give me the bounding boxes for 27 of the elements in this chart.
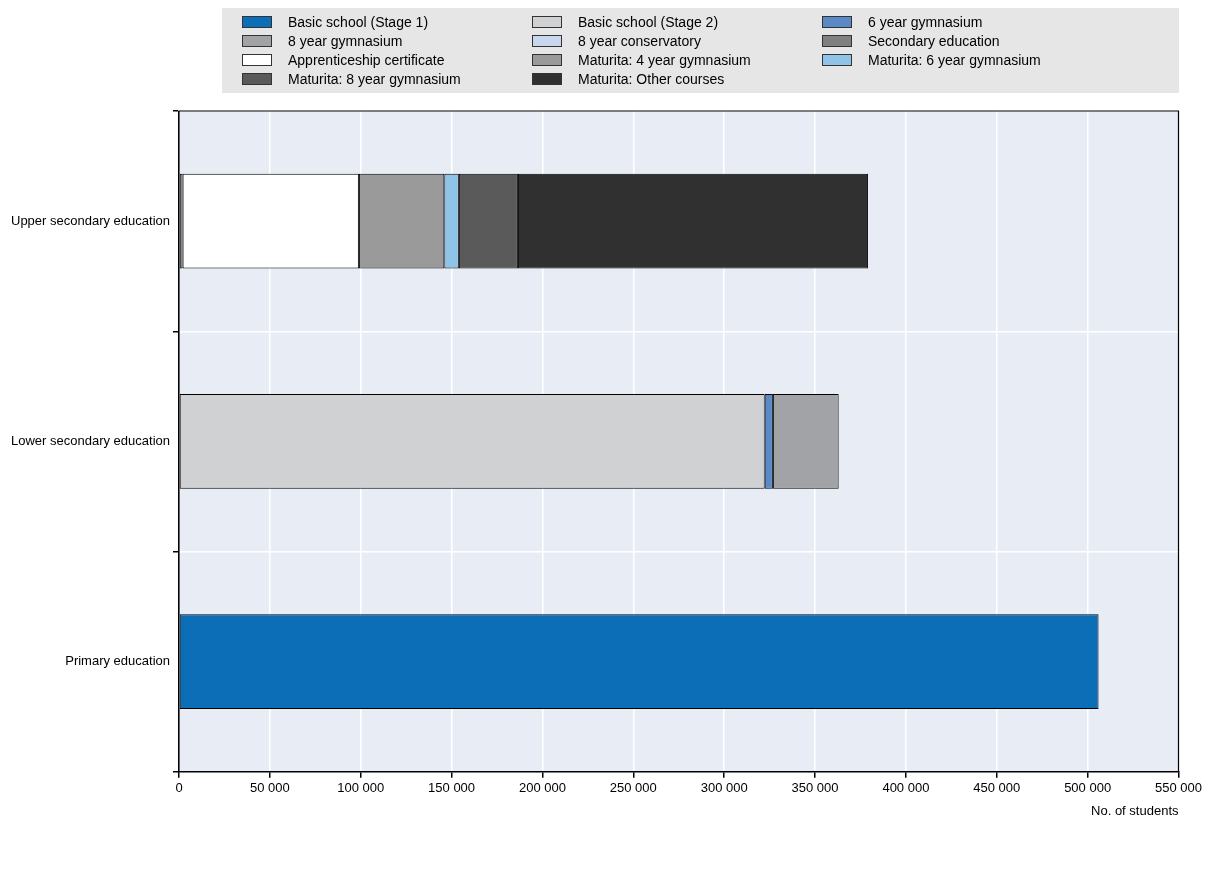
legend-label: 8 year gymnasium: [288, 33, 403, 49]
x-tick-label: 250 000: [609, 780, 657, 796]
legend-label: Secondary education: [868, 33, 1000, 49]
x-tick-label: 200 000: [518, 780, 566, 796]
x-tick-label: 0: [175, 780, 183, 796]
y-tick-label: Upper secondary education: [10, 212, 170, 228]
legend-label: Maturita: Other courses: [578, 71, 725, 87]
x-tick-label: 350 000: [791, 780, 839, 796]
x-tick-label: 100 000: [337, 780, 385, 796]
legend-label: 8 year conservatory: [578, 33, 701, 49]
legend-label: Basic school (Stage 2): [578, 14, 719, 30]
legend-label: Maturita: 6 year gymnasium: [868, 52, 1041, 68]
x-tick-label: 500 000: [1064, 780, 1112, 796]
legend-label: Basic school (Stage 1): [288, 14, 429, 30]
legend-label: Maturita: 4 year gymnasium: [578, 52, 751, 68]
x-tick-label: 150 000: [428, 780, 476, 796]
legend-label: Apprenticeship certificate: [288, 52, 445, 68]
y-tick-label: Lower secondary education: [10, 432, 170, 448]
x-tick-label: 550 000: [1155, 780, 1202, 796]
legend-label: 6 year gymnasium: [868, 14, 983, 30]
x-axis-title: No. of students: [1091, 802, 1179, 818]
x-tick-label: 300 000: [700, 780, 748, 796]
x-tick-label: 400 000: [882, 780, 930, 796]
x-tick-label: 450 000: [973, 780, 1021, 796]
legend-label: Maturita: 8 year gymnasium: [288, 71, 461, 87]
x-tick-label: 50 000: [249, 780, 290, 796]
y-tick-label: Primary education: [65, 653, 170, 669]
